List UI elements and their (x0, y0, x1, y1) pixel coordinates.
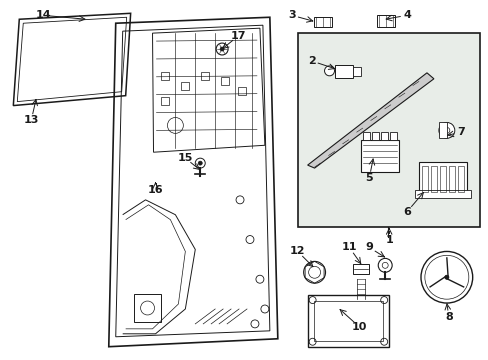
Bar (201, 72, 209, 80)
Text: 9: 9 (365, 243, 372, 252)
Circle shape (377, 258, 391, 272)
Text: 7: 7 (456, 127, 464, 138)
Circle shape (303, 261, 325, 283)
Bar (421, 166, 427, 192)
Text: 4: 4 (402, 10, 410, 20)
Bar (238, 87, 245, 95)
Text: 11: 11 (341, 243, 356, 252)
Circle shape (382, 262, 387, 268)
Text: 12: 12 (289, 247, 305, 256)
Polygon shape (307, 73, 433, 168)
Text: 3: 3 (287, 10, 295, 20)
Text: 1: 1 (385, 234, 392, 244)
Text: 15: 15 (177, 153, 193, 163)
Text: 8: 8 (444, 312, 452, 322)
Circle shape (438, 122, 454, 138)
Circle shape (198, 161, 202, 165)
Bar (381, 132, 387, 140)
Circle shape (324, 66, 334, 76)
Bar (448, 166, 454, 192)
Bar (313, 301, 383, 341)
Bar (133, 294, 161, 322)
Bar (418, 162, 466, 197)
Text: 13: 13 (23, 116, 39, 126)
Circle shape (308, 266, 320, 278)
Bar (361, 140, 398, 172)
Text: 6: 6 (402, 207, 410, 217)
Bar (430, 166, 436, 192)
Bar (376, 15, 394, 27)
Bar (181, 82, 189, 90)
Circle shape (444, 275, 448, 279)
Bar (221, 77, 228, 85)
Bar (353, 264, 368, 274)
Bar (389, 132, 396, 140)
Bar (363, 132, 369, 140)
Circle shape (220, 47, 224, 51)
Text: 10: 10 (351, 322, 366, 332)
Bar (161, 72, 169, 80)
Bar (161, 96, 169, 105)
Text: 2: 2 (307, 56, 315, 66)
Bar (307, 295, 388, 347)
Bar (457, 166, 463, 192)
Bar (313, 17, 331, 27)
Bar (438, 122, 446, 138)
Text: 14: 14 (35, 10, 51, 20)
Circle shape (443, 127, 449, 133)
Bar (439, 166, 445, 192)
Bar (335, 65, 353, 78)
Bar (353, 67, 361, 76)
Text: 17: 17 (230, 31, 245, 41)
Text: 5: 5 (365, 173, 372, 183)
Text: 16: 16 (147, 185, 163, 195)
Bar (371, 132, 379, 140)
Bar (414, 190, 470, 198)
Bar (297, 33, 479, 227)
